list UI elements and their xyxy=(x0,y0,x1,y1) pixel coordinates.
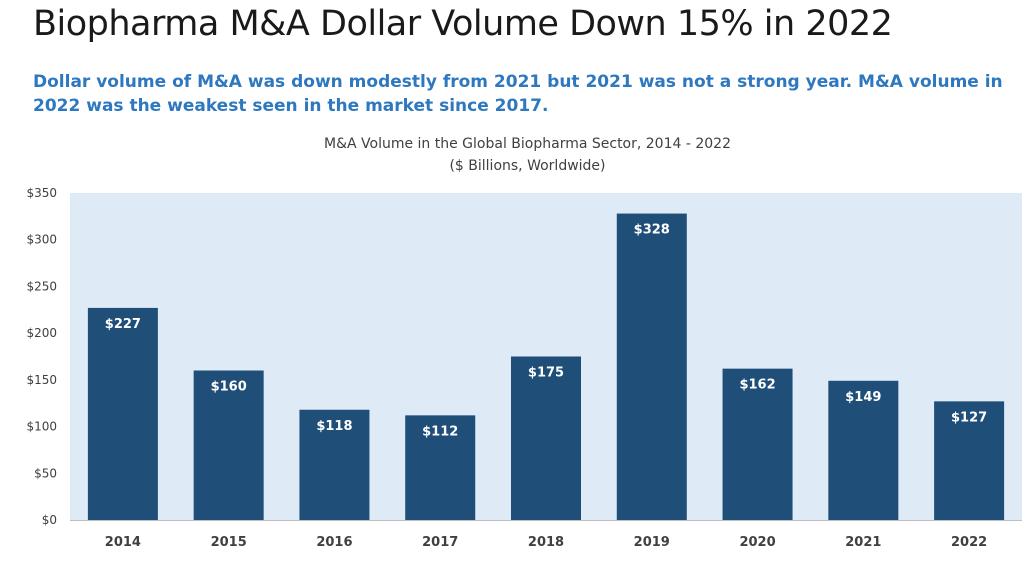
data-label-2020: $162 xyxy=(739,378,775,393)
bar-2014 xyxy=(87,307,158,520)
x-tick-label-2014: 2014 xyxy=(105,535,141,550)
x-tick-label-2019: 2019 xyxy=(634,535,670,550)
data-label-2016: $118 xyxy=(316,419,352,434)
category-labels: 2014 2015 2016 2017 2018 2019 2020 2021 2022 xyxy=(105,535,987,550)
data-label-2017: $112 xyxy=(422,424,458,439)
x-tick-label-2022: 2022 xyxy=(951,535,987,550)
y-tick-label: $200 xyxy=(26,326,57,340)
x-tick-label-2017: 2017 xyxy=(422,535,458,550)
chart-title: M&A Volume in the Global Biopharma Secto… xyxy=(324,136,731,152)
data-label-2015: $160 xyxy=(211,380,247,395)
x-tick-label-2021: 2021 xyxy=(845,535,881,550)
y-tick-label: $250 xyxy=(26,279,57,293)
bar-2019 xyxy=(616,213,687,520)
y-tick-label: $300 xyxy=(26,233,57,247)
data-label-2018: $175 xyxy=(528,366,564,381)
x-tick-label-2015: 2015 xyxy=(211,535,247,550)
y-tick-label: $0 xyxy=(42,513,57,527)
data-label-2014: $227 xyxy=(105,317,141,332)
x-tick-label-2018: 2018 xyxy=(528,535,564,550)
y-axis-ticks: $0 $50 $100 $150 $200 $250 $300 $350 xyxy=(26,186,57,527)
chart-subtitle: ($ Billions, Worldwide) xyxy=(449,158,606,174)
data-labels: $227 $160 $118 $112 $175 $328 $162 $149 $127 xyxy=(105,223,987,440)
bar-2016 xyxy=(299,409,370,520)
bar-2015 xyxy=(193,370,264,520)
data-label-2019: $328 xyxy=(634,223,670,238)
bar-2020 xyxy=(722,368,793,520)
x-tick-label-2016: 2016 xyxy=(316,535,352,550)
page-title: Biopharma M&A Dollar Volume Down 15% in … xyxy=(33,4,893,44)
data-label-2021: $149 xyxy=(845,390,881,405)
bars xyxy=(87,213,1005,520)
bar-2018 xyxy=(511,356,581,520)
y-tick-label: $350 xyxy=(26,186,57,200)
page-subtitle: Dollar volume of M&A was down modestly f… xyxy=(33,72,1003,116)
bar-2022 xyxy=(934,401,1005,520)
y-tick-label: $50 xyxy=(34,466,57,480)
data-label-2022: $127 xyxy=(951,410,987,425)
x-tick-label-2020: 2020 xyxy=(739,535,775,550)
bar-2017 xyxy=(405,415,476,520)
bar-2021 xyxy=(828,380,899,520)
y-tick-label: $100 xyxy=(26,420,57,434)
y-tick-label: $150 xyxy=(26,373,57,387)
